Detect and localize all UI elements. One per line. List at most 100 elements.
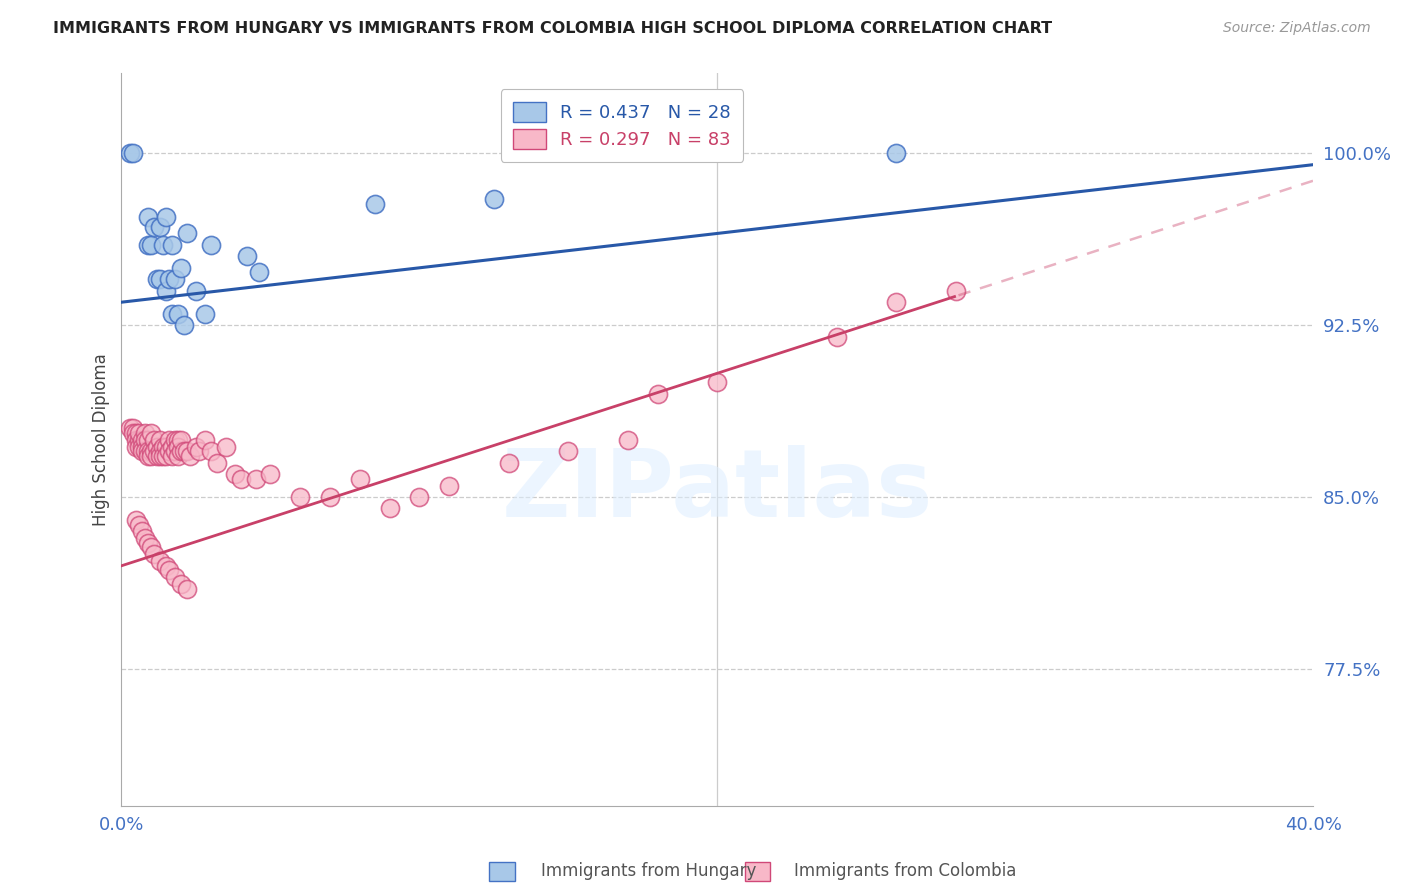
Point	[120, 146, 142, 161]
Point	[136, 433, 159, 447]
Point	[131, 440, 153, 454]
Point	[134, 425, 156, 440]
Point	[128, 517, 150, 532]
Point	[122, 146, 145, 161]
Point	[143, 444, 166, 458]
Point	[160, 449, 183, 463]
Point	[157, 272, 180, 286]
Point	[155, 558, 177, 573]
Point	[128, 433, 150, 447]
Point	[120, 421, 142, 435]
Point	[122, 425, 145, 440]
Point	[160, 238, 183, 252]
Point	[205, 456, 228, 470]
Point	[128, 425, 150, 440]
Point	[194, 433, 217, 447]
Point	[131, 433, 153, 447]
Point	[170, 260, 193, 275]
Point	[200, 238, 222, 252]
Point	[125, 425, 148, 440]
Point	[245, 472, 267, 486]
Point	[143, 219, 166, 234]
Point	[884, 146, 907, 161]
Point	[617, 433, 640, 447]
Point	[136, 449, 159, 463]
Point	[160, 307, 183, 321]
Point	[349, 472, 371, 486]
Point	[167, 307, 190, 321]
Point	[184, 440, 207, 454]
Point	[141, 541, 163, 555]
Point	[170, 444, 193, 458]
Point	[167, 449, 190, 463]
Point	[229, 472, 252, 486]
Text: Immigrants from Hungary: Immigrants from Hungary	[541, 863, 756, 880]
Point	[165, 433, 187, 447]
Point	[134, 433, 156, 447]
Point	[364, 196, 387, 211]
Point	[149, 444, 172, 458]
Point	[160, 440, 183, 454]
Point	[149, 272, 172, 286]
Point	[247, 265, 270, 279]
Point	[706, 376, 728, 390]
Point	[125, 440, 148, 454]
Point	[131, 444, 153, 458]
Text: IMMIGRANTS FROM HUNGARY VS IMMIGRANTS FROM COLOMBIA HIGH SCHOOL DIPLOMA CORRELAT: IMMIGRANTS FROM HUNGARY VS IMMIGRANTS FR…	[53, 21, 1053, 37]
Point	[482, 192, 505, 206]
Point	[647, 387, 669, 401]
Point	[155, 440, 177, 454]
Point	[235, 249, 257, 263]
Point	[122, 421, 145, 435]
Point	[165, 272, 187, 286]
Point	[290, 490, 312, 504]
Point	[134, 531, 156, 545]
Point	[136, 238, 159, 252]
Point	[825, 329, 848, 343]
Point	[408, 490, 430, 504]
Point	[128, 440, 150, 454]
Point	[173, 444, 195, 458]
Point	[437, 478, 460, 492]
Point	[167, 433, 190, 447]
Point	[170, 433, 193, 447]
Point	[143, 547, 166, 561]
Point	[152, 238, 174, 252]
Point	[141, 449, 163, 463]
Point	[146, 440, 169, 454]
Point	[170, 577, 193, 591]
Point	[155, 284, 177, 298]
Point	[143, 433, 166, 447]
Point	[179, 449, 201, 463]
Y-axis label: High School Diploma: High School Diploma	[93, 353, 110, 526]
Point	[141, 425, 163, 440]
Point	[155, 449, 177, 463]
Text: Immigrants from Colombia: Immigrants from Colombia	[794, 863, 1017, 880]
Point	[152, 449, 174, 463]
Point	[884, 295, 907, 310]
Point	[149, 433, 172, 447]
Point	[945, 284, 967, 298]
Point	[187, 444, 209, 458]
Point	[194, 307, 217, 321]
Point	[125, 433, 148, 447]
Point	[157, 563, 180, 577]
Point	[125, 513, 148, 527]
Text: ZIPatlas: ZIPatlas	[502, 445, 934, 537]
Legend: R = 0.437   N = 28, R = 0.297   N = 83: R = 0.437 N = 28, R = 0.297 N = 83	[501, 89, 744, 161]
Text: Source: ZipAtlas.com: Source: ZipAtlas.com	[1223, 21, 1371, 36]
Point	[155, 211, 177, 225]
Point	[215, 440, 238, 454]
Point	[157, 444, 180, 458]
Point	[136, 444, 159, 458]
Point	[378, 501, 401, 516]
Point	[224, 467, 246, 482]
Point	[557, 444, 579, 458]
Point	[146, 449, 169, 463]
Point	[149, 449, 172, 463]
Point	[141, 238, 163, 252]
Point	[167, 440, 190, 454]
Point	[319, 490, 342, 504]
Point	[498, 456, 520, 470]
Point	[152, 440, 174, 454]
